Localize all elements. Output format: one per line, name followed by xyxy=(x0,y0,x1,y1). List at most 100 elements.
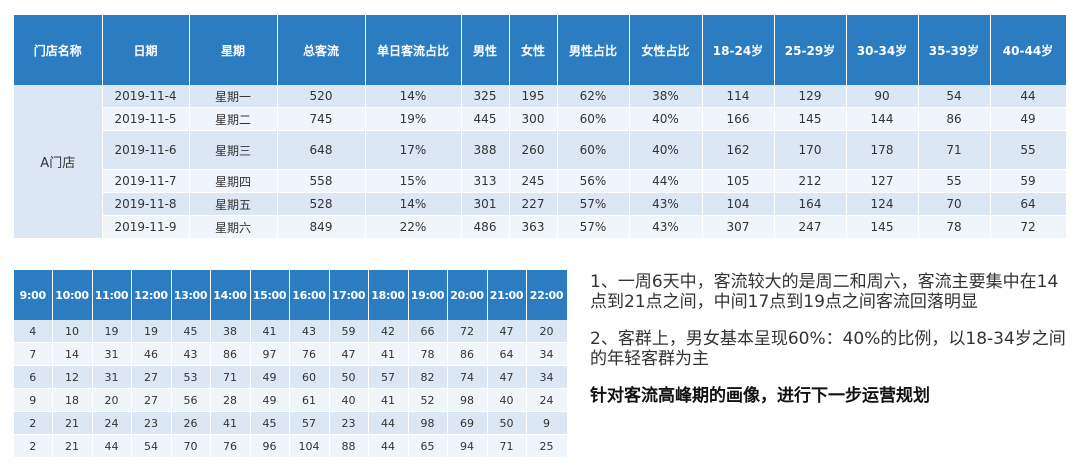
table-cell: 42 xyxy=(368,320,409,343)
table-cell: 55 xyxy=(990,130,1067,170)
table-cell: 71 xyxy=(210,365,251,389)
table-cell: 40 xyxy=(487,388,527,412)
note-conclusion: 针对客流高峰期的画像，进行下一步运营规划 xyxy=(590,386,930,406)
table-cell: 21 xyxy=(52,434,93,458)
table-cell: 44 xyxy=(368,411,409,435)
table-cell: 76 xyxy=(289,342,330,366)
table-cell: 388 xyxy=(461,130,510,170)
header-age-30-34: 30-34岁 xyxy=(846,15,919,85)
table-cell: 60% xyxy=(557,130,630,170)
table-cell: 星期二 xyxy=(189,107,278,131)
table-cell: 114 xyxy=(702,85,775,108)
table-cell: 71 xyxy=(487,434,527,458)
table-cell: 14% xyxy=(365,85,462,108)
table-cell: 47 xyxy=(487,320,527,343)
header-age-25-29: 25-29岁 xyxy=(774,15,847,85)
hour-header-cell: 11:00 xyxy=(92,270,132,320)
table-cell: 49 xyxy=(990,107,1067,131)
table-cell: 55 xyxy=(918,169,991,193)
header-female: 女性 xyxy=(509,15,558,85)
table-cell: 56% xyxy=(557,169,630,193)
header-store-name: 门店名称 xyxy=(14,15,103,85)
table-cell: 6 xyxy=(14,365,53,389)
table-cell: 18 xyxy=(52,388,93,412)
table-row: 7 14 31 46 43 86 97 76 47 41 78 86 64 34 xyxy=(14,342,568,366)
table-cell: 301 xyxy=(461,192,510,216)
table-cell: 41 xyxy=(250,320,290,343)
table-cell: 7 xyxy=(14,342,53,366)
table-cell: 10 xyxy=(52,320,93,343)
table-cell: 12 xyxy=(52,365,93,389)
table-cell: 86 xyxy=(918,107,991,131)
table-cell: 2 xyxy=(14,411,53,435)
table-cell: 2019-11-5 xyxy=(102,107,190,131)
note-traffic-pattern: 1、一周6天中，客流较大的是周二和周六，客流主要集中在14点到21点之间，中间1… xyxy=(590,272,1059,312)
table-cell: 78 xyxy=(408,342,448,366)
table-cell: 34 xyxy=(526,365,568,389)
table-cell: 47 xyxy=(329,342,369,366)
hour-header-cell: 19:00 xyxy=(408,270,448,320)
table-cell: 72 xyxy=(447,320,488,343)
table-cell: 15% xyxy=(365,169,462,193)
table-cell: 41 xyxy=(210,411,251,435)
table-cell: 59 xyxy=(329,320,369,343)
table-cell: 38 xyxy=(210,320,251,343)
table-cell: 162 xyxy=(702,130,775,170)
table-row: 4 10 19 19 45 38 41 43 59 42 66 72 47 20 xyxy=(14,320,568,343)
table-cell: 144 xyxy=(846,107,919,131)
table-cell: 54 xyxy=(131,434,172,458)
table-cell: 31 xyxy=(92,342,132,366)
table-cell: 60 xyxy=(289,365,330,389)
table-cell: 88 xyxy=(329,434,369,458)
table-cell: 43% xyxy=(629,192,703,216)
table-cell: 98 xyxy=(408,411,448,435)
header-male-share: 男性占比 xyxy=(557,15,630,85)
table-cell: 64 xyxy=(990,192,1067,216)
table-cell: 104 xyxy=(289,434,330,458)
table-cell: 2019-11-7 xyxy=(102,169,190,193)
header-total-traffic: 总客流 xyxy=(277,15,366,85)
table-cell: 47 xyxy=(487,365,527,389)
table-cell: 50 xyxy=(487,411,527,435)
table-cell: 星期四 xyxy=(189,169,278,193)
table-cell: 46 xyxy=(131,342,172,366)
hour-header-cell: 13:00 xyxy=(171,270,211,320)
table-cell: 849 xyxy=(277,215,366,239)
table-cell: 129 xyxy=(774,85,847,108)
header-age-35-39: 35-39岁 xyxy=(918,15,991,85)
hour-header-cell: 22:00 xyxy=(526,270,568,320)
table-cell: 24 xyxy=(92,411,132,435)
table-cell: 82 xyxy=(408,365,448,389)
table-cell: 528 xyxy=(277,192,366,216)
analysis-notes: 1、一周6天中，客流较大的是周二和周六，客流主要集中在14点到21点之间，中间1… xyxy=(590,272,1068,406)
header-age-40-44: 40-44岁 xyxy=(990,15,1067,85)
note-customer-profile: 2、客群上，男女基本呈现60%：40%的比例，以18-34岁之间的年轻客群为主 xyxy=(590,329,1066,369)
table-cell: 40% xyxy=(629,130,703,170)
table-cell: 56 xyxy=(171,388,211,412)
table-cell: 170 xyxy=(774,130,847,170)
table-cell: 44 xyxy=(990,85,1067,108)
table-cell: 57% xyxy=(557,215,630,239)
table-cell: 69 xyxy=(447,411,488,435)
table-cell: 98 xyxy=(447,388,488,412)
hour-header-row: 9:00 10:00 11:00 12:00 13:00 14:00 15:00 16:00 1… xyxy=(14,270,568,320)
table-cell: 45 xyxy=(250,411,290,435)
table-cell: 43 xyxy=(289,320,330,343)
table-cell: 57 xyxy=(289,411,330,435)
hour-header-cell: 12:00 xyxy=(131,270,172,320)
table-cell: 31 xyxy=(92,365,132,389)
table-cell: 76 xyxy=(210,434,251,458)
table-cell: 14% xyxy=(365,192,462,216)
table-cell: 212 xyxy=(774,169,847,193)
table-cell: 70 xyxy=(918,192,991,216)
hour-header-cell: 15:00 xyxy=(250,270,290,320)
table-cell: 2 xyxy=(14,434,53,458)
table-cell: 178 xyxy=(846,130,919,170)
table-cell: 94 xyxy=(447,434,488,458)
table-cell: 22% xyxy=(365,215,462,239)
table-row: A门店 2019-11-4 星期一 520 14% 325 195 62% 38% 114 129 9… xyxy=(14,85,1067,239)
table-cell: 54 xyxy=(918,85,991,108)
table-row: 9 18 20 27 56 28 49 61 40 41 52 98 40 24 xyxy=(14,388,568,412)
table-cell: 23 xyxy=(329,411,369,435)
hour-header-cell: 10:00 xyxy=(52,270,93,320)
